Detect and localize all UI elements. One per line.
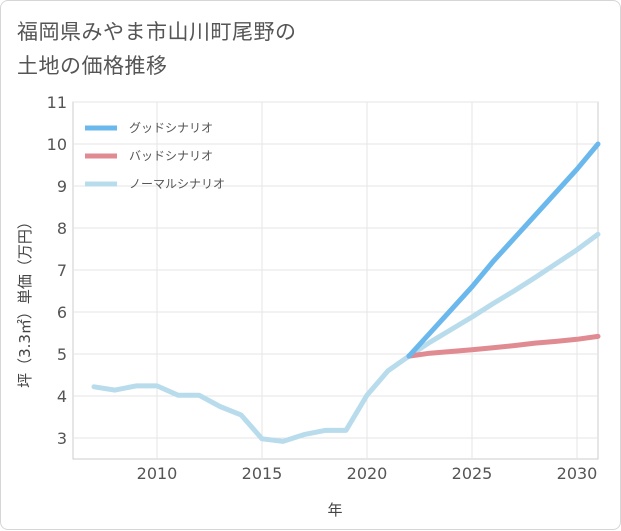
x-tick-label: 2030 bbox=[557, 464, 598, 483]
y-tick-label: 3 bbox=[57, 429, 67, 448]
series-line bbox=[406, 333, 601, 359]
y-tick-label: 5 bbox=[57, 345, 67, 364]
y-tick-label: 8 bbox=[57, 219, 67, 238]
y-tick-label: 11 bbox=[47, 93, 67, 112]
y-tick-label: 6 bbox=[57, 303, 67, 322]
y-tick-label: 4 bbox=[57, 387, 67, 406]
y-tick-label: 7 bbox=[57, 261, 67, 280]
x-tick-label: 2025 bbox=[452, 464, 493, 483]
legend-label: グッドシナリオ bbox=[129, 121, 213, 135]
y-tick-label: 9 bbox=[57, 177, 67, 196]
x-tick-label: 2010 bbox=[137, 464, 178, 483]
x-tick-label: 2015 bbox=[242, 464, 283, 483]
legend-label: ノーマルシナリオ bbox=[129, 177, 225, 191]
x-axis-label: 年 bbox=[327, 501, 342, 519]
x-tick-label: 2020 bbox=[347, 464, 388, 483]
series-line bbox=[406, 141, 601, 359]
plot-area bbox=[72, 101, 599, 460]
chart-title: 福岡県みやま市山川町尾野の 土地の価格推移 bbox=[17, 20, 297, 78]
y-axis-label: 坪（3.3㎡）単価（万円） bbox=[16, 214, 34, 388]
series-line bbox=[91, 231, 601, 444]
y-tick-label: 10 bbox=[47, 135, 67, 154]
legend-label: バッドシナリオ bbox=[129, 149, 213, 163]
